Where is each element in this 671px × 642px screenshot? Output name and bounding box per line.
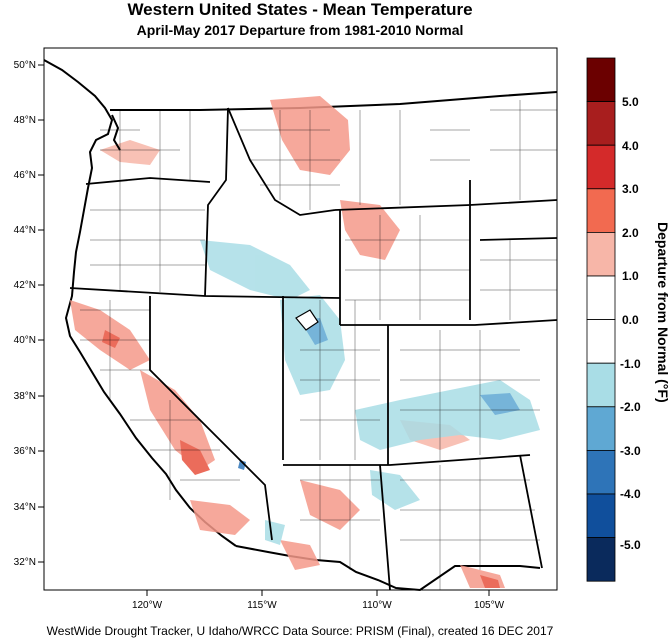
colorbar-swatch [586, 188, 616, 233]
map-panel [43, 47, 558, 592]
cb-label-neg5: -5.0 [620, 538, 641, 552]
latitude-axis: 50°N 48°N 46°N 44°N 42°N 40°N 38°N 36°N … [14, 60, 44, 568]
map-subtitle: April-May 2017 Departure from 1981-2010 … [136, 22, 464, 38]
colorbar-swatch [586, 493, 616, 538]
lon-label-120: 120°W [132, 600, 163, 611]
lat-label-32: 32°N [14, 557, 36, 568]
colorbar-swatch [586, 406, 616, 451]
lat-label-44: 44°N [14, 225, 36, 236]
colorbar-swatch [586, 144, 616, 190]
colorbar-swatch [586, 101, 616, 146]
cb-label-neg4: -4.0 [620, 487, 641, 501]
cb-label-neg1: -1.0 [620, 357, 641, 371]
colorbar-labels: 5.0 4.0 3.0 2.0 1.0 0.0 -1.0 -2.0 -3.0 -… [620, 95, 641, 552]
lon-label-105: 105°W [474, 600, 505, 611]
colorbar-swatch [586, 362, 616, 408]
lat-label-36: 36°N [14, 446, 36, 457]
lat-label-42: 42°N [14, 280, 36, 291]
cb-label-neg2: -2.0 [620, 400, 641, 414]
lat-label-38: 38°N [14, 391, 36, 402]
cb-label-3: 3.0 [622, 182, 639, 196]
cb-label-neg3: -3.0 [620, 444, 641, 458]
lon-label-115: 115°W [247, 600, 277, 611]
colorbar-swatch [586, 537, 616, 582]
lat-label-40: 40°N [14, 335, 36, 346]
colorbar-title: Departure from Normal (°F) [655, 222, 671, 403]
county-borders [80, 100, 557, 590]
cb-label-2: 2.0 [622, 226, 639, 240]
colorbar-swatch [586, 57, 616, 102]
map-footer-credit: WestWide Drought Tracker, U Idaho/WRCC D… [46, 624, 554, 638]
lat-label-34: 34°N [14, 502, 36, 513]
puget-sound [111, 114, 121, 151]
colorbar-swatch [586, 231, 616, 277]
cb-label-4: 4.0 [622, 139, 639, 153]
pacific-coastline [43, 59, 237, 547]
mexico-border [235, 545, 541, 592]
map-title: Western United States - Mean Temperature [127, 0, 473, 19]
lat-label-48: 48°N [14, 115, 36, 126]
colorbar-swatch [586, 275, 616, 320]
state-borders [69, 107, 558, 591]
lat-label-46: 46°N [14, 170, 36, 181]
lon-label-110: 110°W [362, 600, 392, 611]
canada-border [110, 91, 558, 111]
cb-label-5: 5.0 [622, 95, 639, 109]
colorbar [586, 57, 616, 582]
lat-label-50: 50°N [14, 60, 36, 71]
colorbar-swatch [586, 319, 616, 364]
cb-label-0: 0.0 [622, 313, 639, 327]
cb-label-1: 1.0 [622, 269, 639, 283]
great-salt-lake [295, 309, 319, 331]
longitude-axis: 120°W 115°W 110°W 105°W [132, 590, 505, 611]
colorbar-swatch [586, 449, 616, 495]
